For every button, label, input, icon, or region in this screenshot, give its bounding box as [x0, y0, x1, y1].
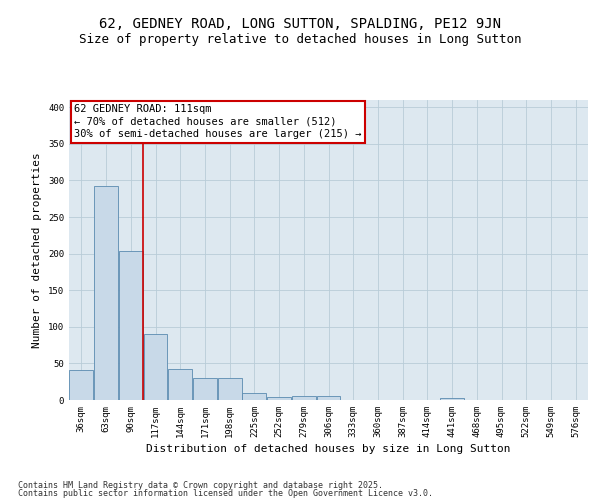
- Text: Contains HM Land Registry data © Crown copyright and database right 2025.: Contains HM Land Registry data © Crown c…: [18, 480, 383, 490]
- Bar: [267, 397, 291, 400]
- Bar: [168, 368, 192, 400]
- Text: 62, GEDNEY ROAD, LONG SUTTON, SPALDING, PE12 9JN: 62, GEDNEY ROAD, LONG SUTTON, SPALDING, …: [99, 18, 501, 32]
- Bar: [94, 186, 118, 400]
- Text: Contains public sector information licensed under the Open Government Licence v3: Contains public sector information licen…: [18, 489, 433, 498]
- Bar: [292, 396, 316, 400]
- Bar: [218, 378, 242, 400]
- Text: Size of property relative to detached houses in Long Sutton: Size of property relative to detached ho…: [79, 32, 521, 46]
- Y-axis label: Number of detached properties: Number of detached properties: [32, 152, 43, 348]
- Bar: [317, 396, 340, 400]
- Bar: [440, 398, 464, 400]
- Bar: [70, 370, 94, 400]
- X-axis label: Distribution of detached houses by size in Long Sutton: Distribution of detached houses by size …: [146, 444, 511, 454]
- Bar: [242, 394, 266, 400]
- Bar: [119, 250, 143, 400]
- Bar: [143, 334, 167, 400]
- Text: 62 GEDNEY ROAD: 111sqm
← 70% of detached houses are smaller (512)
30% of semi-de: 62 GEDNEY ROAD: 111sqm ← 70% of detached…: [74, 104, 362, 140]
- Bar: [193, 378, 217, 400]
